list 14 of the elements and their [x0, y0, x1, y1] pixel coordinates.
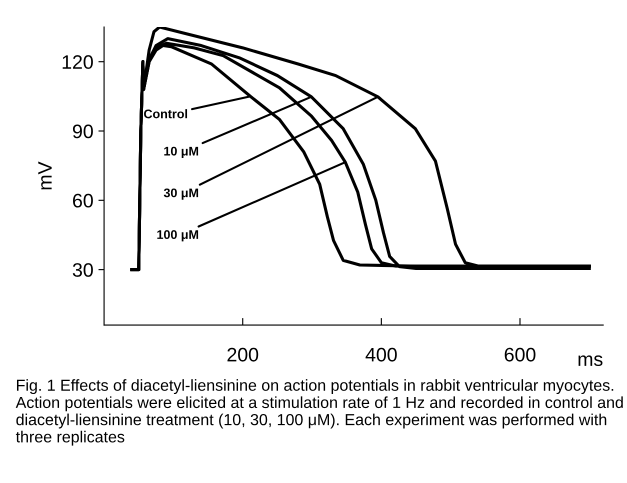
y-tick-label: 90	[72, 124, 93, 138]
series-label: Control	[144, 109, 188, 118]
y-axis-title: mV	[38, 162, 52, 190]
y-tick-label: 60	[73, 194, 93, 208]
x-tick-label: 600	[504, 348, 536, 362]
y-tick-label: 30	[72, 263, 93, 277]
series-label: 10 μM	[164, 146, 198, 158]
x-tick-label: 400	[366, 348, 397, 362]
x-axis-title: ms	[578, 355, 602, 366]
caption: Fig. 1 Effects of diacetyl-liensinine on action potentials in rabbit ventricular myocytes. Action potentials were elicited at a stimulation rate of 1 Hz and recorded in control and diacetyl-liensinine treatment (10, 30, 100 μM). Each experiment was performed with three replicates	[16, 379, 623, 446]
x-tick-label: 200	[227, 348, 258, 362]
series-label: 30 μM	[164, 188, 198, 200]
series-label: 100 μM	[157, 230, 198, 242]
y-tick-label: 120	[62, 55, 93, 69]
